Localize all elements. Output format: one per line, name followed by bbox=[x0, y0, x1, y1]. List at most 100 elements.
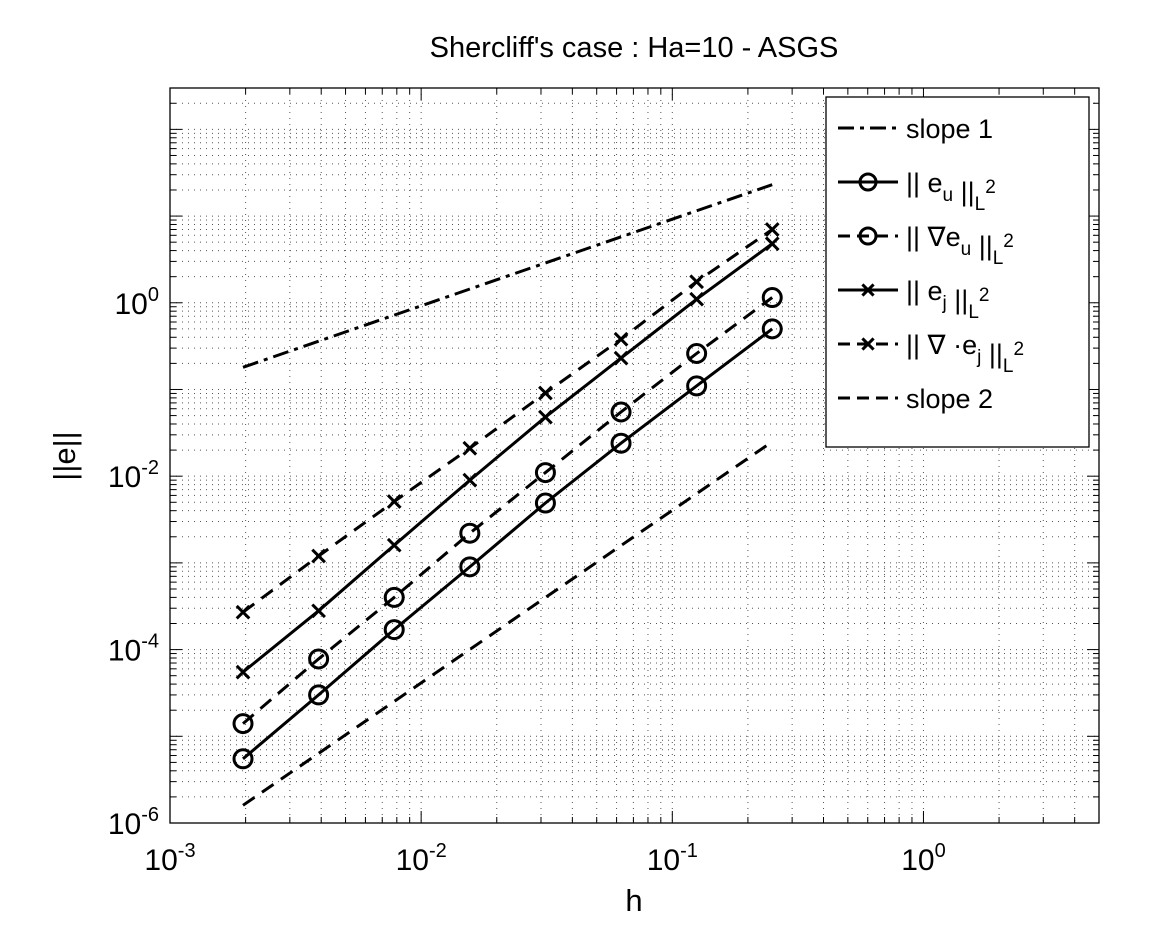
legend-text: || bbox=[953, 177, 975, 207]
tick-label-base: 10 bbox=[144, 844, 177, 877]
x-marker-stroke bbox=[861, 337, 875, 351]
data-point-x bbox=[689, 291, 705, 307]
data-point-circle bbox=[686, 343, 708, 365]
legend-subscript: j bbox=[976, 347, 981, 368]
tick-label-exponent: -3 bbox=[178, 840, 196, 862]
legend-subscript: L bbox=[968, 302, 979, 323]
plot-frame bbox=[169, 87, 1100, 824]
series-1 bbox=[242, 183, 773, 369]
legend-entry: || ∇ ·ej ||L2 bbox=[838, 330, 1024, 377]
legend-superscript: 2 bbox=[985, 177, 996, 198]
tick-label-exponent: 0 bbox=[935, 840, 946, 862]
tick-label-exponent: -6 bbox=[141, 804, 159, 826]
x-marker-stroke bbox=[538, 409, 553, 425]
tick-label-exponent: 0 bbox=[148, 284, 159, 306]
series-line bbox=[242, 228, 774, 614]
legend-entry: || eu ||L2 bbox=[838, 168, 996, 215]
y-tick-label: 10-2 bbox=[108, 457, 159, 494]
legend-subscript: j bbox=[942, 293, 947, 314]
data-point-x bbox=[538, 409, 553, 425]
legend-box bbox=[825, 96, 1090, 448]
series-3 bbox=[232, 287, 783, 735]
legend-label: || ∇eu ||L2 bbox=[906, 222, 1014, 269]
x-marker-stroke bbox=[689, 274, 705, 290]
data-point-circle bbox=[686, 375, 708, 397]
x-marker-stroke bbox=[538, 385, 553, 401]
tick-label-base: 10 bbox=[647, 844, 680, 877]
legend-marker bbox=[861, 283, 875, 297]
x-tick-label: 10-3 bbox=[144, 840, 195, 877]
tick-label-base: 10 bbox=[108, 461, 141, 494]
tick-label-base: 10 bbox=[396, 844, 429, 877]
legend-label: || ∇ ·ej ||L2 bbox=[906, 330, 1024, 377]
x-marker-stroke bbox=[235, 604, 251, 620]
legend-superscript: 2 bbox=[979, 285, 990, 306]
legend-subscript: u bbox=[961, 239, 972, 260]
data-point-x bbox=[613, 350, 629, 366]
legend-text: || e bbox=[906, 168, 943, 198]
legend-text: slope 1 bbox=[906, 114, 993, 144]
data-point-circle bbox=[534, 462, 556, 484]
series-4 bbox=[235, 236, 780, 680]
legend-entry: || ej ||L2 bbox=[838, 276, 989, 323]
x-tick-label: 100 bbox=[901, 840, 946, 877]
legend-text: || bbox=[971, 231, 993, 261]
legend-text: || bbox=[981, 339, 1003, 369]
data-point-circle bbox=[308, 684, 330, 706]
legend-entry: slope 2 bbox=[838, 384, 993, 414]
y-tick-label: 10-4 bbox=[108, 631, 159, 668]
data-point-x bbox=[386, 494, 402, 509]
data-point-x bbox=[764, 236, 780, 252]
series-6 bbox=[242, 440, 774, 807]
data-point-circle bbox=[610, 432, 632, 454]
data-point-x bbox=[462, 440, 478, 456]
tick-label-base: 10 bbox=[901, 844, 934, 877]
tick-label-base: 10 bbox=[108, 808, 141, 841]
y-tick-label: 10-6 bbox=[108, 804, 159, 841]
series-line bbox=[242, 296, 774, 725]
data-point-circle bbox=[308, 648, 330, 670]
data-point-circle bbox=[459, 556, 481, 578]
series-5 bbox=[235, 222, 780, 620]
data-point-circle bbox=[383, 619, 405, 641]
x-tick-label: 10-1 bbox=[647, 840, 698, 877]
legend-entry: || ∇eu ||L2 bbox=[838, 222, 1014, 269]
legend-label: slope 1 bbox=[906, 114, 993, 144]
x-marker-stroke bbox=[613, 331, 629, 347]
data-point-x bbox=[235, 664, 251, 680]
data-point-circle bbox=[761, 318, 783, 340]
legend: slope 1|| eu ||L2|| ∇eu ||L2|| ej ||L2||… bbox=[825, 96, 1090, 448]
data-point-x bbox=[764, 222, 780, 237]
tick-label-exponent: -2 bbox=[141, 457, 159, 479]
data-point-circle bbox=[761, 287, 783, 309]
data-point-x bbox=[462, 472, 478, 488]
legend-text: || ∇e bbox=[906, 222, 961, 252]
x-marker-stroke bbox=[861, 283, 875, 297]
legend-text: || bbox=[947, 285, 969, 315]
data-point-circle bbox=[534, 492, 556, 514]
x-marker-stroke bbox=[462, 440, 478, 456]
x-marker-stroke bbox=[311, 548, 326, 564]
x-marker-stroke bbox=[462, 472, 478, 488]
data-point-x bbox=[311, 548, 326, 564]
data-point-x bbox=[311, 603, 326, 619]
legend-label: || ej ||L2 bbox=[906, 276, 989, 323]
series-line bbox=[242, 183, 773, 369]
x-marker-stroke bbox=[386, 537, 402, 553]
x-tick-label: 10-2 bbox=[396, 840, 447, 877]
x-marker-stroke bbox=[764, 222, 780, 237]
tick-label-exponent: -4 bbox=[141, 631, 159, 653]
legend-subscript: u bbox=[943, 185, 954, 206]
series-line bbox=[242, 242, 774, 674]
legend-subscript: L bbox=[1003, 356, 1014, 377]
tick-label-exponent: -2 bbox=[429, 840, 447, 862]
legend-label: || eu ||L2 bbox=[906, 168, 996, 215]
data-point-circle bbox=[459, 522, 481, 544]
tick-label-base: 10 bbox=[115, 288, 148, 321]
data-point-circle bbox=[232, 748, 254, 770]
data-series bbox=[232, 183, 783, 807]
x-marker-stroke bbox=[613, 350, 629, 366]
legend-entry: slope 1 bbox=[838, 114, 993, 144]
